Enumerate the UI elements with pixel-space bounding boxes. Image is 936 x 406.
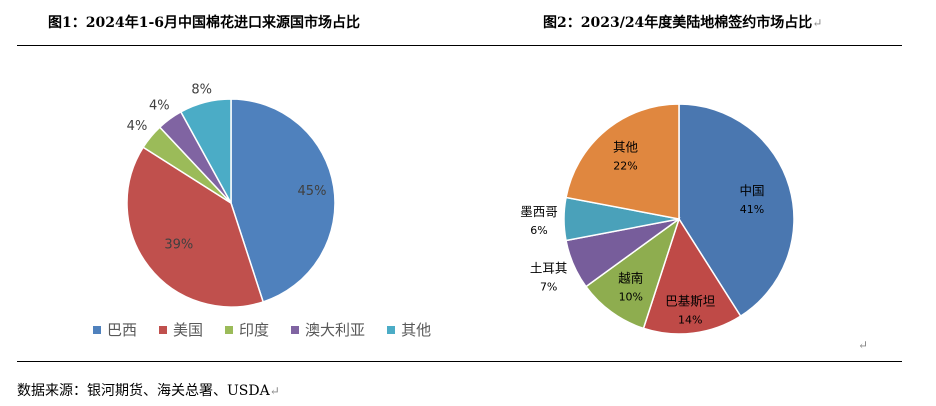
legend-swatch (291, 325, 300, 334)
pie-value-label: 14% (678, 313, 702, 326)
pie-category-label: 越南 (618, 270, 643, 285)
pie-slice-6 (565, 103, 680, 220)
legend-label: 印度 (239, 321, 270, 339)
pie-slice-5 (179, 98, 232, 204)
legend-label: 巴西 (107, 321, 138, 339)
chart1-legend: 巴西 美国 印度 澳大利亚 其他 (93, 319, 431, 340)
legend-swatch (225, 325, 234, 334)
legend-label: 美国 (173, 321, 204, 339)
pie-value-label: 4% (149, 98, 170, 113)
pie-value-label: 10% (619, 290, 643, 303)
pie-value-label: 6% (530, 224, 547, 237)
legend-item: 澳大利亚 (291, 319, 365, 340)
return-mark: ↵ (812, 16, 823, 30)
pie-value-label: 45% (298, 184, 327, 199)
chart1-title: 图1：2024年1-6月中国棉花进口来源国市场占比 (48, 15, 360, 31)
pie-value-label: 7% (540, 280, 557, 293)
legend-item: 巴西 (93, 319, 137, 340)
pie-slice-1 (230, 98, 336, 303)
chart1-pie: 45% 39% 4%4% 8% (126, 83, 336, 308)
return-mark: ↵ (269, 384, 280, 398)
top-rule (17, 45, 902, 46)
pie-value-label: 22% (613, 159, 637, 172)
pie-category-label: 巴基斯坦 (665, 293, 715, 308)
pie-category-label: 中国 (739, 183, 764, 198)
pie-value-label: 41% (740, 203, 764, 216)
source-note: 数据来源：银河期货、海关总署、USDA↵ (17, 383, 280, 399)
pie-value-label: 39% (164, 237, 193, 252)
legend-swatch (387, 325, 396, 334)
chart2-pie: 中国 41% 巴基斯坦 14% 越南 10% 土耳其 7% 墨西哥 6% 其他 22% (520, 103, 795, 335)
pie-slice-2 (642, 217, 742, 335)
legend-item: 印度 (225, 319, 269, 340)
legend-item: 其他 (387, 319, 431, 340)
legend-label: 其他 (401, 321, 432, 339)
pie-value-label: 4% (127, 119, 148, 134)
legend-item: 美国 (159, 319, 203, 340)
legend-swatch (159, 325, 168, 334)
pie-slice-2 (126, 146, 265, 308)
pie-slice-3 (584, 217, 681, 330)
pie-category-label: 墨西哥 (520, 204, 558, 219)
chart2-title: 图2：2023/24年度美陆地棉签约市场占比↵ (543, 15, 823, 31)
return-mark: ↵ (858, 338, 869, 352)
legend-swatch (93, 325, 101, 334)
legend-label: 澳大利亚 (305, 321, 366, 339)
pie-value-label: 8% (191, 83, 212, 98)
pie-category-label: 土耳其 (530, 260, 568, 275)
pie-category-label: 其他 (613, 139, 639, 154)
bottom-rule (17, 361, 902, 362)
